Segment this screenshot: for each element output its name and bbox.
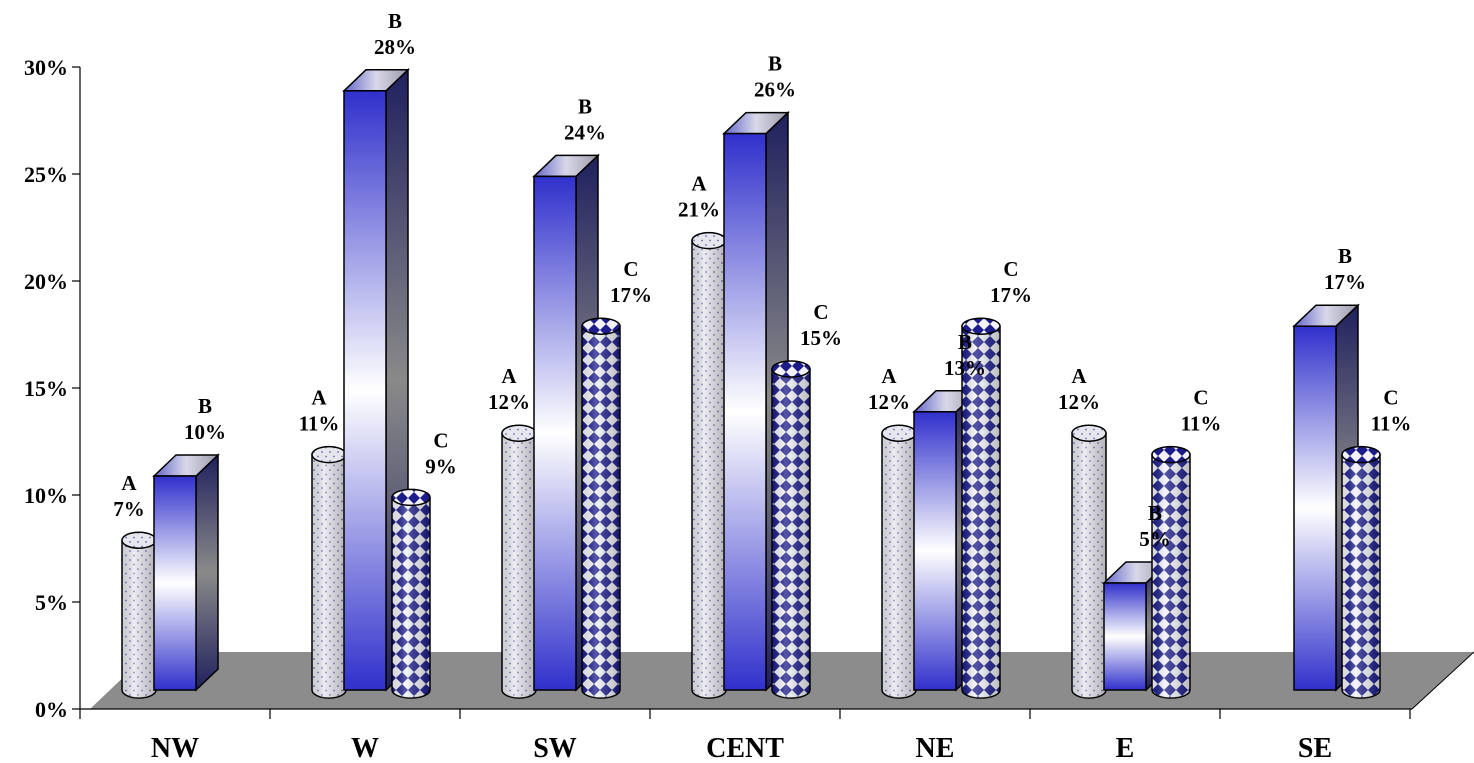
label-c-e-series-letter: C (1193, 386, 1208, 410)
label-b-sw-series-letter: B (578, 94, 592, 118)
label-b-w-series-letter: B (388, 9, 402, 33)
x-category-label: W (351, 733, 379, 763)
bar-c-w-shade (392, 497, 430, 698)
y-tick-label: 5% (35, 590, 68, 615)
x-category-label: NE (916, 733, 955, 763)
bar-a-e-shade (1072, 433, 1106, 698)
label-a-cent-value: 21% (678, 198, 720, 222)
bar-a-w-top (311, 445, 347, 464)
bar-c-se (1341, 445, 1381, 699)
label-c-w-series-letter: C (433, 428, 448, 452)
bar-b-nw-front (153, 475, 197, 691)
label-c-ne-value: 17% (990, 283, 1032, 307)
bar-a-nw (121, 531, 157, 699)
label-b-nw-series-letter: B (198, 394, 212, 418)
bar-a-sw-top (501, 424, 537, 442)
bar-c-cent (771, 360, 811, 699)
bar-c-se-top (1341, 445, 1381, 464)
label-a-e-series-letter: A (1071, 364, 1087, 388)
bar-c-sw-shade (582, 326, 620, 698)
label-c-cent-series-letter: C (813, 300, 828, 324)
floor-edge (1411, 651, 1474, 710)
bar-c-e-top (1151, 445, 1191, 464)
label-b-ne-series-letter: B (958, 330, 972, 354)
bar-a-sw (501, 424, 537, 699)
x-category-label: SE (1298, 733, 1332, 763)
label-b-e-value: 5% (1139, 527, 1171, 551)
label-b-se-value: 17% (1324, 270, 1366, 294)
bar-c-cent-shade (772, 369, 810, 698)
x-category-label: NW (151, 733, 199, 763)
bar-c-e (1151, 445, 1191, 699)
bar-a-e-top (1071, 424, 1107, 442)
bar-a-cent-top (691, 231, 727, 250)
label-c-se-series-letter: C (1383, 386, 1398, 410)
label-a-ne-series-letter: A (881, 364, 897, 388)
label-b-cent-series-letter: B (768, 52, 782, 76)
bar-c-sw-top (581, 317, 621, 335)
label-b-se-series-letter: B (1338, 244, 1352, 268)
x-category-label: SW (533, 733, 577, 763)
label-b-e-series-letter: B (1148, 501, 1162, 525)
bar-b-e-front (1103, 582, 1147, 691)
bar-a-nw-shade (122, 540, 156, 698)
bar-b-nw-side (195, 453, 219, 692)
bar-b-sw-front (533, 175, 577, 691)
label-a-sw-series-letter: A (501, 364, 517, 388)
label-a-w-series-letter: A (311, 386, 327, 410)
label-a-ne-value: 12% (868, 390, 910, 414)
bar-b-w-front (343, 90, 387, 691)
bar-a-ne-top (881, 424, 917, 442)
bar-a-ne-shade (882, 433, 916, 698)
bar-b-se-front (1293, 325, 1337, 691)
y-tick-label: 20% (24, 269, 68, 294)
y-tick-label: 15% (24, 376, 68, 401)
label-b-sw-value: 24% (564, 120, 606, 144)
bar-a-w (311, 445, 347, 699)
bar-c-cent-top (771, 360, 811, 378)
label-c-sw-value: 17% (610, 283, 652, 307)
x-category-label: CENT (706, 733, 784, 763)
label-a-nw-series-letter: A (121, 471, 137, 495)
bar-a-cent-shade (692, 240, 726, 698)
bar-a-w-shade (312, 454, 346, 698)
label-c-sw-series-letter: C (623, 257, 638, 281)
label-b-ne-value: 13% (944, 356, 986, 380)
bar-c-se-shade (1342, 454, 1380, 698)
bar-c-ne (961, 317, 1001, 699)
label-a-e-value: 12% (1058, 390, 1100, 414)
label-a-cent-series-letter: A (691, 172, 707, 196)
bar-c-e-shade (1152, 454, 1190, 698)
label-a-sw-value: 12% (488, 390, 530, 414)
label-c-se-value: 11% (1371, 412, 1412, 436)
label-a-nw-value: 7% (113, 497, 145, 521)
bar-a-ne (881, 424, 917, 699)
bar-b-cent-front (723, 132, 767, 691)
bar-a-nw-top (121, 531, 157, 549)
y-tick-label: 10% (24, 483, 68, 508)
y-tick-label: 30% (24, 55, 68, 80)
label-c-cent-value: 15% (800, 326, 842, 350)
label-c-ne-series-letter: C (1003, 257, 1018, 281)
bar-c-ne-shade (962, 326, 1000, 698)
y-tick-label: 25% (24, 162, 68, 187)
label-c-w-value: 9% (425, 454, 457, 478)
label-b-cent-value: 26% (754, 78, 796, 102)
bar-c-sw (581, 317, 621, 699)
label-b-nw-value: 10% (184, 420, 226, 444)
x-category-label: E (1116, 733, 1135, 763)
bar-b-nw (152, 453, 220, 692)
bar-a-cent (691, 231, 727, 699)
bar-b-ne-front (913, 411, 957, 691)
bar-c-w (391, 488, 431, 699)
label-b-w-value: 28% (374, 35, 416, 59)
bar-a-e (1071, 424, 1107, 699)
bar-a-sw-shade (502, 433, 536, 698)
y-tick-label: 0% (35, 697, 68, 722)
label-c-e-value: 11% (1181, 412, 1222, 436)
label-a-w-value: 11% (299, 412, 340, 436)
bar-c-w-top (391, 488, 431, 507)
bar-c-ne-top (961, 317, 1001, 335)
